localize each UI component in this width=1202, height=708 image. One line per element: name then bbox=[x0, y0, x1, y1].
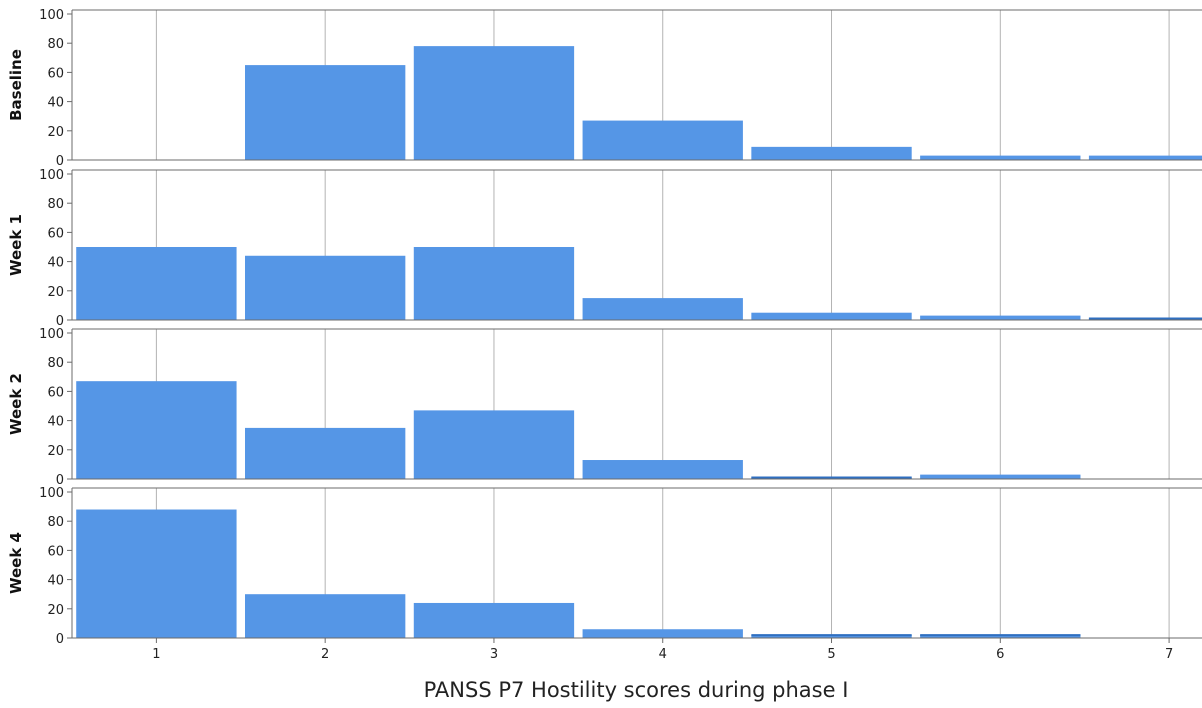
y-tick-label: 0 bbox=[56, 154, 64, 169]
bar-week-4-5 bbox=[751, 635, 912, 638]
x-tick-label: 6 bbox=[996, 647, 1004, 662]
x-tick-label: 4 bbox=[659, 647, 667, 662]
x-axis-title: PANSS P7 Hostility scores during phase I bbox=[424, 678, 849, 702]
y-tick-label: 0 bbox=[56, 314, 64, 329]
y-tick-label: 20 bbox=[47, 125, 64, 140]
axis-layer bbox=[67, 9, 1202, 643]
bar-week-2-1 bbox=[76, 381, 237, 479]
y-tick-label: 100 bbox=[39, 168, 64, 183]
y-tick-label: 60 bbox=[47, 544, 64, 559]
x-tick-label: 2 bbox=[321, 647, 329, 662]
bar-week-1-1 bbox=[76, 247, 237, 320]
y-tick-label: 40 bbox=[47, 256, 64, 271]
y-tick-label: 40 bbox=[47, 415, 64, 430]
bar-week-1-4 bbox=[582, 298, 743, 320]
bar-week-2-2 bbox=[245, 427, 406, 479]
x-tick-label: 1 bbox=[152, 647, 160, 662]
bar-baseline-4 bbox=[582, 120, 743, 160]
bar-week-2-6 bbox=[920, 474, 1081, 479]
y-tick-label: 80 bbox=[47, 197, 64, 212]
bar-week-4-3 bbox=[413, 602, 575, 638]
bar-week-1-3 bbox=[413, 247, 575, 320]
bar-week-4-2 bbox=[245, 594, 406, 638]
panel-label: Week 1 bbox=[7, 214, 25, 276]
bar-week-2-4 bbox=[582, 460, 743, 479]
y-tick-label: 60 bbox=[47, 66, 64, 81]
y-tick-label: 80 bbox=[47, 37, 64, 52]
y-tick-label: 60 bbox=[47, 385, 64, 400]
bar-week-4-4 bbox=[582, 629, 743, 638]
bar-week-2-3 bbox=[413, 410, 575, 479]
y-tick-label: 80 bbox=[47, 356, 64, 371]
y-tick-label: 100 bbox=[39, 486, 64, 501]
y-tick-label: 40 bbox=[47, 574, 64, 589]
bar-week-1-2 bbox=[245, 255, 406, 320]
bar-baseline-3 bbox=[413, 46, 575, 161]
bar-week-4-6 bbox=[920, 635, 1081, 638]
bar-baseline-2 bbox=[245, 65, 406, 160]
panel-label: Week 2 bbox=[7, 373, 25, 435]
bar-baseline-7 bbox=[1088, 155, 1202, 160]
y-tick-label: 0 bbox=[56, 632, 64, 647]
bar-week-1-5 bbox=[751, 312, 912, 320]
y-tick-label: 80 bbox=[47, 515, 64, 530]
y-tick-label: 100 bbox=[39, 327, 64, 342]
panel-label: Baseline bbox=[7, 49, 25, 121]
bar-baseline-6 bbox=[920, 155, 1081, 160]
y-tick-label: 20 bbox=[47, 603, 64, 618]
bar-layer bbox=[76, 46, 1202, 638]
y-tick-label: 0 bbox=[56, 473, 64, 488]
x-tick-label: 3 bbox=[490, 647, 498, 662]
bar-week-4-1 bbox=[76, 509, 237, 638]
label-layer: PANSS P7 Hostility scores during phase I… bbox=[7, 8, 1173, 702]
x-tick-label: 7 bbox=[1165, 647, 1173, 662]
y-tick-label: 20 bbox=[47, 444, 64, 459]
y-tick-label: 20 bbox=[47, 285, 64, 300]
y-tick-label: 60 bbox=[47, 226, 64, 241]
panel-label: Week 4 bbox=[7, 532, 25, 594]
y-tick-label: 100 bbox=[39, 8, 64, 23]
x-tick-label: 5 bbox=[827, 647, 835, 662]
bar-baseline-5 bbox=[751, 146, 912, 160]
bar-week-1-6 bbox=[920, 315, 1081, 320]
y-tick-label: 40 bbox=[47, 96, 64, 111]
